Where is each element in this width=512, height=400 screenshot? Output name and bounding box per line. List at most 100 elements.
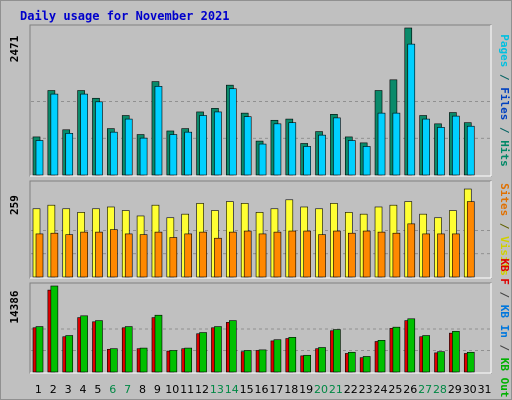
day-label: 27: [418, 383, 432, 396]
kb_in-bar: [377, 340, 386, 373]
pages-bar: [258, 143, 267, 176]
sites-bar: [258, 233, 267, 278]
sites-bar: [347, 232, 356, 278]
day-label: 24: [373, 383, 387, 396]
sites-bar: [50, 232, 59, 278]
pages-bar: [243, 116, 252, 176]
pages-bar: [392, 112, 401, 176]
kb_in-bar: [288, 337, 297, 373]
pages-bar: [362, 146, 371, 176]
pages-bar: [35, 140, 44, 176]
day-label: 21: [329, 383, 343, 396]
legend-entry: KB F: [498, 258, 511, 285]
day-label: 4: [80, 383, 87, 396]
kb_in-bar: [347, 351, 356, 373]
sites-bar: [65, 234, 74, 278]
kb_in-bar: [154, 314, 163, 373]
pages-bar: [124, 118, 133, 176]
chart-title: Daily usage for November 2021: [20, 9, 230, 23]
pages-bar: [110, 131, 118, 176]
legend-entry: /: [498, 120, 511, 134]
kb_in-bar: [214, 326, 222, 373]
y-axis-max-label-2: 259: [8, 195, 21, 215]
day-label: 29: [448, 383, 462, 396]
legend-entry: KB In: [498, 298, 511, 338]
sites-bar: [333, 230, 341, 278]
pages-bar: [422, 118, 430, 176]
kb_in-bar: [110, 348, 118, 373]
pages-bar: [65, 133, 74, 176]
pages-bar: [437, 127, 445, 176]
day-label: 8: [139, 383, 146, 396]
kb_in-bar: [333, 329, 341, 373]
kb_in-bar: [303, 354, 311, 373]
pages-bar: [407, 43, 416, 176]
legend-entry: Sites: [498, 183, 511, 216]
kb_in-bar: [65, 335, 74, 373]
kb_in-bar: [124, 326, 133, 373]
day-label: 20: [314, 383, 328, 396]
legend-entry: Hits: [498, 134, 511, 167]
sites-bar: [214, 237, 222, 278]
pages-bar: [169, 134, 178, 176]
y-axis-max-label-3: 14386: [8, 290, 21, 323]
day-label: 18: [284, 383, 298, 396]
day-label: 19: [299, 383, 313, 396]
kb_in-bar: [139, 347, 148, 373]
pages-bar: [288, 122, 297, 176]
pages-bar: [273, 123, 282, 176]
sites-bar: [437, 233, 445, 278]
kb_in-bar: [422, 335, 430, 373]
sites-bar: [377, 231, 386, 278]
sites-bar: [392, 232, 401, 278]
day-label: 10: [165, 383, 179, 396]
right-legend-1: Pages / Files / Hits: [498, 34, 511, 167]
day-label: 5: [94, 383, 101, 396]
pages-bar: [452, 115, 460, 176]
legend-entry: Files: [498, 81, 511, 121]
pages-bar: [95, 101, 103, 176]
day-label: 2: [50, 383, 57, 396]
right-legend-3: KB F / KB In / KB Out: [498, 258, 511, 397]
sites-bar: [124, 233, 133, 278]
sites-bar: [110, 229, 118, 278]
kb_in-bar: [362, 356, 371, 373]
day-label: 23: [359, 383, 373, 396]
day-label: 1: [35, 383, 42, 396]
day-label: 16: [255, 383, 269, 396]
kb_in-bar: [35, 326, 44, 373]
legend-entry: /: [498, 285, 511, 299]
kb_in-bar: [407, 318, 416, 373]
legend-entry: Visits: [498, 230, 511, 276]
y-axis-max-label-1: 2471: [8, 35, 21, 62]
pages-bar: [318, 134, 326, 176]
sites-bar: [288, 230, 297, 278]
legend-entry: /: [498, 338, 511, 352]
pages-bar: [347, 140, 356, 176]
kb_in-bar: [229, 320, 237, 373]
legend-entry: /: [498, 216, 511, 230]
day-label: 25: [388, 383, 402, 396]
kb_in-bar: [50, 285, 59, 373]
sites-bar: [229, 231, 237, 278]
sites-bar: [199, 231, 207, 278]
pages-bar: [214, 111, 222, 176]
sites-bar: [303, 230, 311, 278]
pages-bar: [80, 93, 88, 176]
legend-entry: /: [498, 67, 511, 81]
pages-bar: [466, 125, 475, 176]
kb_in-bar: [243, 350, 252, 373]
sites-bar: [80, 231, 88, 278]
kb_in-bar: [95, 320, 103, 373]
day-label: 9: [154, 383, 161, 396]
day-label: 30: [463, 383, 477, 396]
sites-bar: [318, 234, 326, 278]
kb_in-bar: [273, 339, 282, 373]
pages-bar: [229, 88, 237, 176]
kb_in-bar: [80, 315, 88, 373]
day-label: 11: [180, 383, 194, 396]
kb_in-bar: [318, 347, 326, 373]
day-label: 28: [433, 383, 447, 396]
day-label: 13: [210, 383, 224, 396]
sites-bar: [273, 231, 282, 278]
